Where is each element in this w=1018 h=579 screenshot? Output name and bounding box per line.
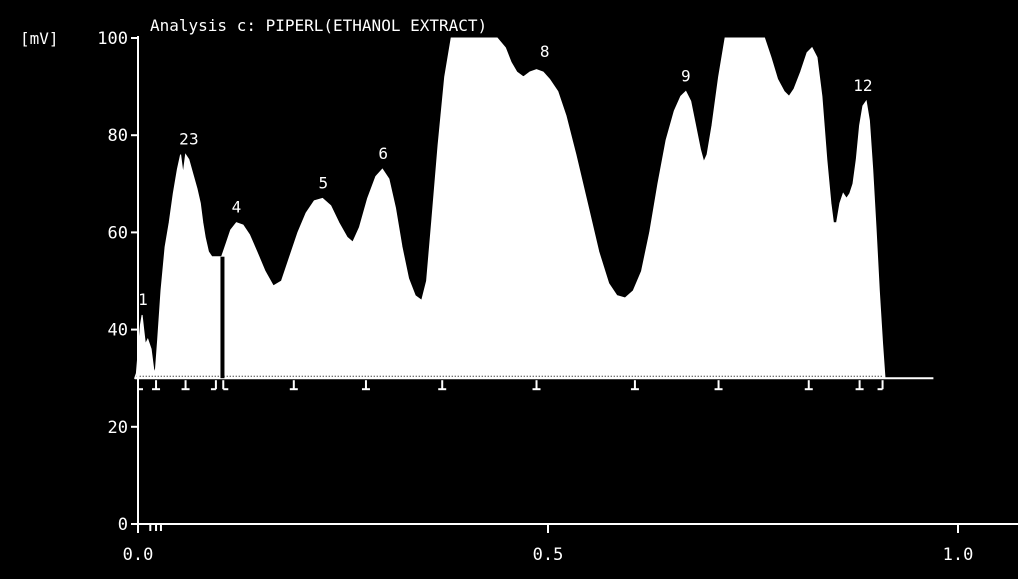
peak-label-2: 2 <box>179 130 189 149</box>
peak-label-4: 4 <box>232 198 242 217</box>
y-tick-label-80: 80 <box>108 126 128 146</box>
integration-marker-2 <box>152 380 161 391</box>
axis-layer <box>131 36 1018 533</box>
integration-marker-6 <box>289 380 298 391</box>
integration-marker-12 <box>804 380 813 391</box>
y-tick-label-100: 100 <box>97 29 128 49</box>
chart-title: Analysis c: PIPERL(ETHANOL EXTRACT) <box>150 16 487 35</box>
integration-marker-10 <box>630 380 639 391</box>
peak-label-9: 9 <box>681 66 691 85</box>
integration-marker-3 <box>181 380 190 391</box>
peak-label-6: 6 <box>378 144 388 163</box>
integration-marker-8 <box>438 380 447 391</box>
x-tick-label-0: 0.0 <box>123 545 154 565</box>
x-tick-label-2: 1.0 <box>943 545 974 565</box>
integration-marker-9 <box>532 380 541 391</box>
integration-marker-7 <box>361 380 370 391</box>
y-tick-label-0: 0 <box>118 515 128 535</box>
signal-area-layer <box>133 37 886 379</box>
integration-marker-13 <box>855 380 864 391</box>
drop-line-1 <box>220 256 225 379</box>
integration-marker-14 <box>877 380 884 391</box>
y-tick-label-20: 20 <box>108 418 128 438</box>
x-tick-label-1: 0.5 <box>533 545 564 565</box>
y-tick-label-60: 60 <box>108 223 128 243</box>
peak-label-1: 1 <box>138 290 148 309</box>
integration-marker-11 <box>714 380 723 391</box>
y-axis-label: [mV] <box>20 29 59 48</box>
peak-label-3: 3 <box>189 130 199 149</box>
signal-area-series-1 <box>133 37 886 379</box>
y-tick-label-40: 40 <box>108 321 128 341</box>
label-layer: Analysis c: PIPERL(ETHANOL EXTRACT) [mV]… <box>20 16 973 565</box>
peak-label-8: 8 <box>540 42 550 61</box>
integration-marker-4 <box>210 380 217 391</box>
integration-layer <box>134 256 934 391</box>
peak-label-12: 12 <box>853 76 872 95</box>
integration-marker-5 <box>222 380 229 391</box>
peak-label-5: 5 <box>318 173 328 192</box>
